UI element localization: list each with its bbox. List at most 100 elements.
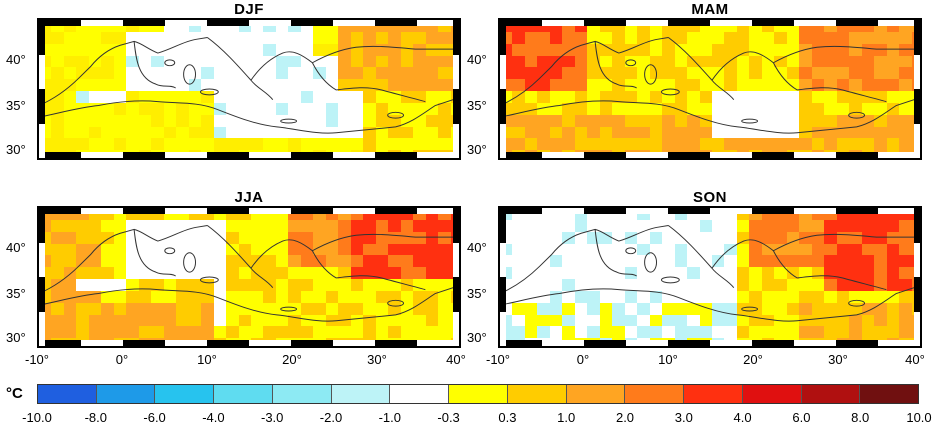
- lon-label: 20°: [282, 352, 302, 367]
- grid-cell: [275, 102, 289, 116]
- colorbar-label: 3.0: [674, 410, 693, 425]
- grid-cell: [438, 79, 452, 92]
- grid-cell: [126, 114, 140, 128]
- grid-cell: [263, 138, 277, 151]
- grid-cell: [275, 67, 289, 80]
- grid-cell: [338, 31, 352, 45]
- grid-cell: [425, 79, 439, 92]
- grid-cell: [413, 43, 427, 57]
- grid-cell: [251, 138, 265, 151]
- colorbar-swatch: [155, 385, 215, 403]
- grid-cell: [811, 31, 825, 45]
- lon-label: 30°: [367, 352, 387, 367]
- grid-cell: [824, 31, 838, 45]
- map-panel-mam: MAM: [498, 1, 922, 160]
- grid-cell: [238, 102, 252, 116]
- grid-cell: [163, 114, 177, 128]
- grid-cell: [438, 43, 452, 57]
- grid-cell: [151, 91, 165, 104]
- colorbar-label: 6.0: [792, 410, 811, 425]
- grid-cell: [63, 43, 77, 57]
- grid-cell: [63, 126, 77, 139]
- lon-label: 0°: [576, 352, 590, 367]
- lat-label: 30°: [6, 330, 26, 345]
- grid-cell: [188, 91, 202, 104]
- grid-cell: [151, 43, 165, 57]
- grid-cell: [201, 114, 215, 128]
- colorbar-swatch: [390, 385, 450, 403]
- grid-cell: [138, 126, 152, 139]
- colorbar-label: 2.0: [615, 410, 635, 425]
- grid-cell: [163, 67, 177, 80]
- grid-cell: [425, 55, 439, 68]
- grid-cell: [350, 91, 364, 104]
- lon-label: 40°: [905, 352, 925, 367]
- grid-cell: [375, 67, 389, 80]
- grid-cell: [438, 102, 452, 116]
- grid-cell: [338, 102, 352, 116]
- grid-cell: [263, 55, 277, 68]
- grid-cell: [76, 79, 90, 92]
- grid-cell: [712, 31, 726, 45]
- colorbar-swatch: [684, 385, 743, 403]
- grid-cell: [288, 67, 302, 80]
- grid-cell: [288, 55, 302, 68]
- grid-cell: [238, 55, 252, 68]
- grid-cell: [363, 31, 377, 45]
- grid-cell: [76, 43, 90, 57]
- island-outline: [660, 88, 680, 96]
- grid-cell: [350, 31, 364, 45]
- grid-cell: [363, 91, 377, 104]
- colorbar-label: -0.3: [437, 410, 460, 425]
- grid-cell: [325, 91, 339, 104]
- frame-ticks: [453, 208, 459, 346]
- map-panel-djf: DJF: [37, 1, 461, 160]
- grid-cell: [101, 102, 115, 116]
- grid-cell: [300, 79, 314, 92]
- grid-cell: [350, 102, 364, 116]
- grid-cell: [126, 91, 140, 104]
- grid-cell: [425, 43, 439, 57]
- grid-cell: [51, 138, 65, 151]
- colorbar-swatch: [860, 385, 919, 403]
- grid-cell: [238, 79, 252, 92]
- grid-cell: [138, 31, 152, 45]
- panel-title: DJF: [234, 1, 264, 18]
- grid-cell: [201, 126, 215, 139]
- grid-cell: [213, 31, 227, 45]
- colorbar-swatch: [214, 385, 273, 403]
- island-outline: [741, 306, 759, 312]
- grid-cell: [400, 43, 414, 57]
- grid-cell: [101, 55, 115, 68]
- grid-cell: [163, 138, 177, 151]
- island-outline: [644, 64, 658, 85]
- grid-cell: [101, 138, 115, 151]
- grid-cell: [438, 126, 452, 139]
- grid-cell: [438, 91, 452, 104]
- lat-label: 35°: [467, 98, 487, 113]
- lat-label: 40°: [6, 240, 26, 255]
- grid-cell: [300, 43, 314, 57]
- grid-cell: [687, 31, 701, 45]
- lon-label: 10°: [658, 352, 678, 367]
- grid-cell: [425, 126, 439, 139]
- grid-cell: [288, 114, 302, 128]
- grid-cell: [388, 55, 402, 68]
- unit-label: °C: [6, 385, 23, 402]
- coastline-overlay: [39, 225, 459, 322]
- coastline: [39, 37, 459, 134]
- island-outline: [644, 252, 658, 273]
- grid-cell: [88, 79, 102, 92]
- grid-cell: [375, 114, 389, 128]
- grid-cell: [226, 79, 240, 92]
- grid-cell: [363, 102, 377, 116]
- colorbar-label: -2.0: [319, 410, 343, 425]
- grid-cell: [188, 43, 202, 57]
- frame-ticks: [914, 208, 920, 346]
- grid-cell: [288, 79, 302, 92]
- grid-cell: [63, 31, 77, 45]
- grid-cell: [251, 91, 265, 104]
- grid-cell: [275, 114, 289, 128]
- grid-cell: [213, 67, 227, 80]
- grid-cell: [325, 31, 339, 45]
